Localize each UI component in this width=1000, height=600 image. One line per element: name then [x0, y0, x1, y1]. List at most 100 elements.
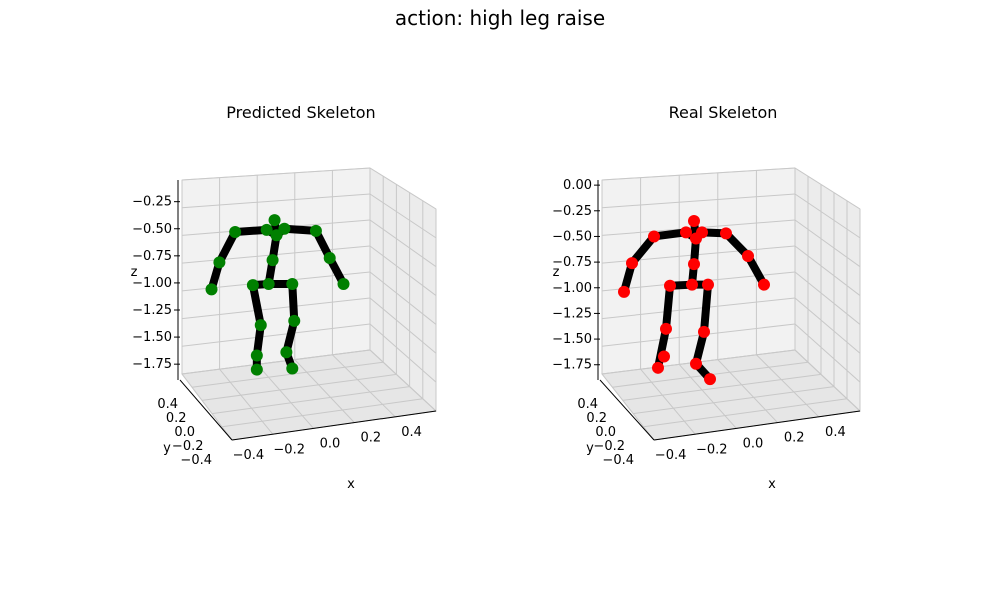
- grid-line: [181, 373, 233, 441]
- grid-line: [181, 297, 371, 320]
- y-tick-label: 0.2: [166, 411, 187, 426]
- grid-line: [332, 354, 396, 418]
- grid-line: [601, 297, 796, 320]
- grid-line: [794, 245, 861, 296]
- x-axis-line: [231, 410, 437, 441]
- x-tick-label: 0.0: [743, 437, 764, 452]
- grid-line: [794, 271, 861, 325]
- skeleton-joint: [205, 283, 218, 296]
- z-tick-label: −1.50: [552, 332, 592, 347]
- grid-line: [601, 193, 796, 209]
- grid-line: [294, 359, 355, 423]
- z-tick-label: −1.25: [132, 303, 172, 318]
- x-tick-label: 0.2: [784, 431, 805, 446]
- skeleton-joint: [268, 214, 281, 227]
- panel-predicted: Predicted Skeleton −0.25 −0.50 −0.75 −1.00 −1…: [131, 103, 438, 492]
- x-tick-label: −0.4: [233, 448, 265, 463]
- skeleton-joint: [229, 226, 242, 238]
- grid-line: [717, 359, 778, 423]
- grid-line: [256, 364, 314, 429]
- x-tick-label: −0.2: [696, 442, 728, 457]
- x-tick-label: 0.4: [825, 425, 846, 440]
- z-tick-label: −1.25: [552, 306, 592, 321]
- y-axis-line: [179, 379, 233, 441]
- skeleton-joint: [658, 350, 670, 363]
- skeleton-bone: [654, 324, 670, 372]
- skeleton-joint: [254, 319, 267, 332]
- grid-line: [794, 219, 861, 268]
- skeleton-joint: [758, 278, 770, 291]
- skeleton-joint: [246, 279, 259, 292]
- grid-line: [756, 354, 820, 418]
- grid-line: [201, 373, 397, 401]
- z-tick-label: −1.00: [552, 281, 592, 296]
- grid-line: [794, 167, 861, 210]
- z-tick-label: −0.75: [552, 255, 592, 270]
- y-tick-label: −0.2: [593, 439, 625, 454]
- y-axis-label: y: [586, 441, 594, 456]
- grid-line: [181, 167, 371, 181]
- grid-line: [678, 364, 737, 429]
- grid-line: [221, 398, 423, 428]
- grid-line: [181, 193, 371, 209]
- grid-line: [794, 193, 861, 239]
- skeleton-joint: [270, 229, 283, 242]
- z-tick-label: −0.25: [132, 195, 172, 210]
- grid-line: [622, 373, 822, 401]
- skeleton-joint: [266, 254, 279, 267]
- panel-title: Real Skeleton: [669, 103, 778, 122]
- z-axis-label: z: [131, 265, 138, 280]
- skeleton-joint: [278, 222, 291, 235]
- grid-line: [640, 368, 696, 435]
- skeleton-joint: [262, 278, 275, 290]
- skeleton-joint: [686, 278, 698, 291]
- y-axis-label: y: [163, 441, 171, 456]
- grid-line: [794, 297, 861, 354]
- grid-line: [601, 373, 655, 441]
- x-tick-label: 0.0: [320, 437, 341, 452]
- skeleton-bone: [700, 280, 712, 336]
- skeleton-joint: [288, 314, 301, 327]
- z-tick-label: −0.25: [552, 204, 592, 219]
- skeleton-joint: [664, 279, 676, 292]
- y-axis-line: [599, 379, 655, 441]
- grid-line: [369, 297, 437, 354]
- skeleton-joint: [688, 215, 700, 228]
- grid-line: [643, 398, 848, 428]
- z-tick-label: −1.75: [132, 357, 172, 372]
- y-tick-label: 0.0: [595, 425, 616, 440]
- skeleton-joint: [618, 285, 630, 298]
- skeleton-joint: [286, 362, 299, 375]
- y-tick-label: −0.4: [180, 453, 212, 468]
- figure-title: action: high leg raise: [394, 6, 606, 30]
- z-tick-label: −1.75: [552, 358, 592, 373]
- grid-line: [211, 386, 410, 415]
- z-tick-label: −0.50: [552, 229, 592, 244]
- skeleton-joint: [648, 230, 660, 243]
- z-axis-label: z: [553, 265, 560, 280]
- grid-line: [369, 349, 437, 412]
- skeleton-joint: [280, 346, 293, 359]
- grid-line: [369, 271, 437, 325]
- skeleton-joint: [323, 252, 336, 264]
- panel-title: Predicted Skeleton: [226, 103, 375, 122]
- grid-line: [794, 323, 861, 383]
- x-axis-label: x: [347, 477, 355, 492]
- x-axis-label: x: [768, 477, 776, 492]
- grid-line: [369, 323, 437, 383]
- y-tick-label: 0.0: [174, 425, 195, 440]
- y-tick-label: 0.4: [157, 397, 178, 412]
- x-tick-label: −0.2: [273, 442, 305, 457]
- grid-line: [369, 245, 437, 296]
- skeleton-bone: [662, 281, 674, 333]
- z-tick-label: −0.75: [132, 249, 172, 264]
- grid-line: [181, 323, 371, 347]
- skeleton-bone: [248, 281, 265, 330]
- skeleton-joint: [702, 278, 714, 291]
- skeleton-joint: [688, 258, 700, 271]
- grid-line: [601, 167, 796, 181]
- skeleton-joint: [250, 363, 263, 376]
- skeleton-joint: [250, 349, 263, 362]
- z-tick-label: 0.00: [563, 178, 592, 193]
